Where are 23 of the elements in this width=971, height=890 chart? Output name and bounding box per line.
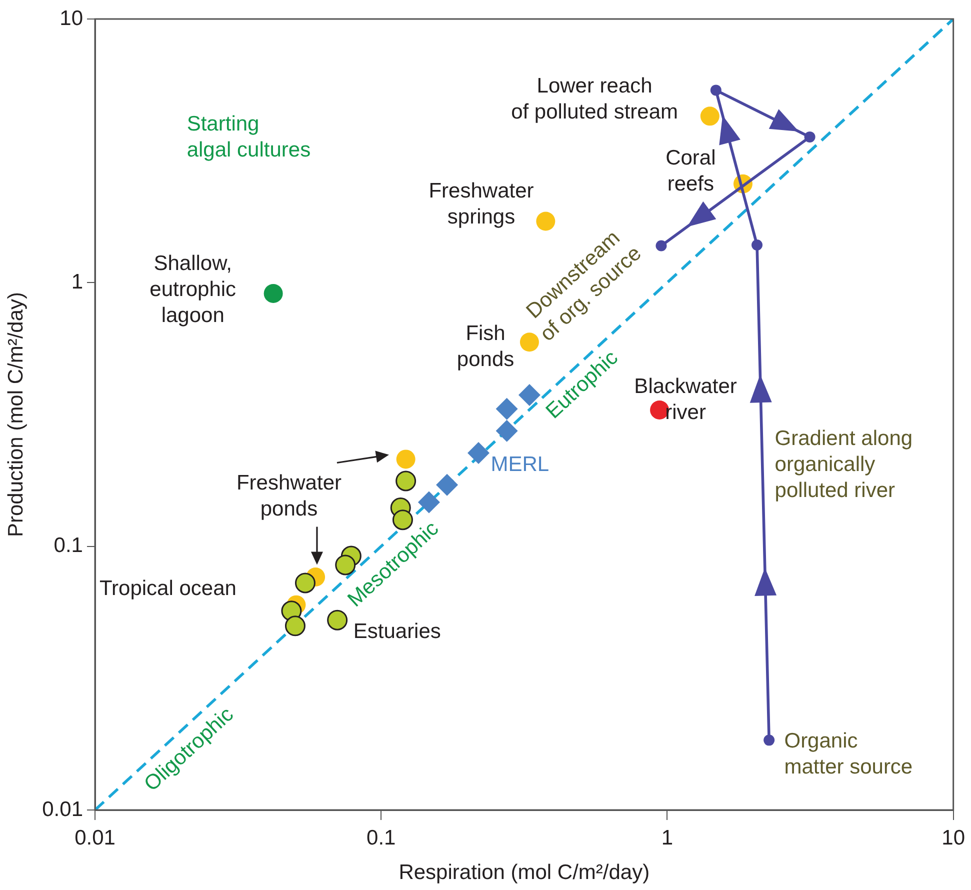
annotation: MERL — [490, 452, 550, 476]
x-tick-label: 0.1 — [366, 826, 396, 850]
y-tick-label: 1 — [71, 270, 83, 294]
annotation: Gradient along organically polluted river — [774, 426, 913, 502]
annotation: Lower reach of polluted stream — [511, 74, 678, 124]
y-axis-title: Production (mol C/m²/day) — [4, 292, 28, 538]
y-tick-label: 10 — [60, 6, 83, 30]
annotation: Freshwater ponds — [236, 472, 342, 521]
annotation: Freshwater springs — [428, 180, 534, 229]
annotation: Fish ponds — [456, 322, 514, 372]
annotation: Organic matter source — [784, 729, 913, 778]
annotation: Tropical ocean — [99, 577, 236, 600]
x-tick-label: 0.01 — [74, 826, 116, 850]
annotation: Estuaries — [353, 620, 441, 643]
x-tick-label: 10 — [942, 826, 965, 850]
y-tick-label: 0.01 — [42, 798, 83, 821]
annotation: Shallow, eutrophic lagoon — [150, 252, 236, 328]
x-tick-label: 1 — [661, 826, 674, 850]
y-tick-label: 0.1 — [54, 534, 83, 558]
annotation: Starting algal cultures — [186, 112, 311, 162]
annotation: Coral reefs — [666, 146, 716, 196]
x-axis-title: Respiration (mol C/m²/day) — [398, 861, 650, 884]
annotation: Blackwater river — [634, 375, 737, 424]
